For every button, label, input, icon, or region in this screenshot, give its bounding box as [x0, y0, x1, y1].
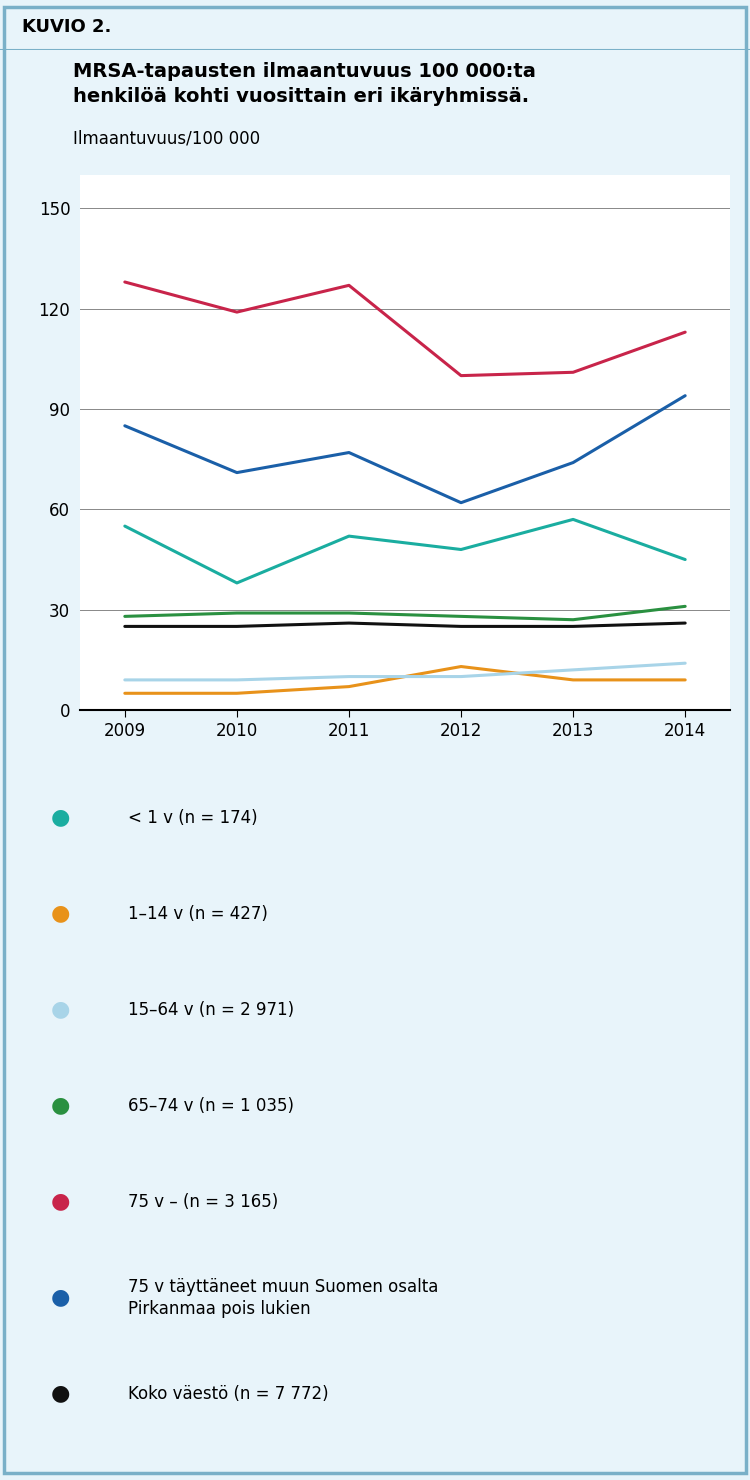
Text: ●: ●: [50, 1191, 70, 1212]
Text: ●: ●: [50, 904, 70, 924]
Text: 65–74 v (n = 1 035): 65–74 v (n = 1 035): [128, 1097, 293, 1114]
Text: 75 v täyttäneet muun Suomen osalta
Pirkanmaa pois lukien: 75 v täyttäneet muun Suomen osalta Pirka…: [128, 1277, 438, 1317]
Text: ●: ●: [50, 1095, 70, 1116]
Text: 75 v – (n = 3 165): 75 v – (n = 3 165): [128, 1193, 278, 1211]
Text: KUVIO 2.: KUVIO 2.: [22, 18, 112, 37]
Text: ●: ●: [50, 1384, 70, 1403]
Text: ●: ●: [50, 1288, 70, 1308]
Text: MRSA-tapausten ilmaantuvuus 100 000:ta
henkilöä kohti vuosittain eri ikäryhmissä: MRSA-tapausten ilmaantuvuus 100 000:ta h…: [73, 62, 536, 107]
Text: Ilmaantuvuus/100 000: Ilmaantuvuus/100 000: [73, 130, 260, 148]
Text: 15–64 v (n = 2 971): 15–64 v (n = 2 971): [128, 1000, 294, 1018]
Text: Koko väestö (n = 7 772): Koko väestö (n = 7 772): [128, 1385, 328, 1403]
Text: ●: ●: [50, 808, 70, 827]
Text: < 1 v (n = 174): < 1 v (n = 174): [128, 808, 257, 827]
Text: ●: ●: [50, 999, 70, 1020]
Text: 1–14 v (n = 427): 1–14 v (n = 427): [128, 904, 267, 922]
